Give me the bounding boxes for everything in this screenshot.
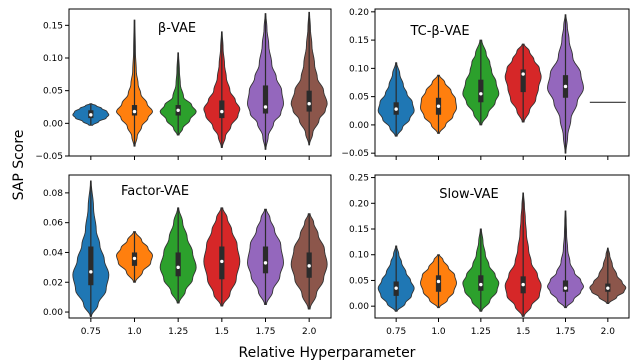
y-tick-label: 0.15 xyxy=(349,225,369,235)
violin-iqr-box xyxy=(88,246,94,286)
y-tick-label: 0.06 xyxy=(43,219,63,229)
y-tick-label: 0.15 xyxy=(349,36,369,46)
y-tick-label: 0.15 xyxy=(43,21,63,31)
y-tick-label: 0.04 xyxy=(43,248,63,258)
y-tick-label: 0.08 xyxy=(43,189,63,199)
axes-frame xyxy=(68,174,332,319)
violin-median xyxy=(220,109,224,114)
y-tick-label: 0.10 xyxy=(349,251,369,261)
x-tick-label: 1.0 xyxy=(431,327,446,337)
y-tick-label: 0.10 xyxy=(349,64,369,74)
y-tick-label: −0.05 xyxy=(341,149,369,159)
x-tick-label: 1.5 xyxy=(516,327,530,337)
violin-median xyxy=(436,104,441,108)
violin-median xyxy=(307,264,311,268)
x-tick-label: 1.0 xyxy=(127,327,142,337)
x-axis-label: Relative Hyperparameter xyxy=(239,345,416,361)
violin-median xyxy=(220,259,224,264)
x-tick-label: 0.75 xyxy=(81,327,101,337)
violin-median xyxy=(563,286,568,290)
violin-iqr-box xyxy=(520,69,526,93)
violin-median xyxy=(176,108,180,112)
panel-1: −0.05 0.00 0.05 0.10 0.15 0.20 TC-β-VAE xyxy=(341,8,630,160)
y-tick-label: 0.05 xyxy=(349,93,369,103)
axes-frame xyxy=(68,8,332,157)
violin-iqr-box xyxy=(435,275,442,292)
y-tick-label: 0.05 xyxy=(349,276,369,286)
violin-iqr-box xyxy=(262,85,269,114)
y-tick-label: 0.00 xyxy=(43,308,63,318)
violin-median xyxy=(132,109,137,114)
violin-median xyxy=(563,84,568,89)
violin-median xyxy=(263,105,268,109)
y-tick-label: 0.05 xyxy=(43,87,63,97)
violin-median xyxy=(176,265,180,270)
axes-frame xyxy=(374,8,630,157)
violin-iqr-box xyxy=(219,100,225,119)
y-tick-label: 0.20 xyxy=(349,199,369,209)
x-tick-label: 0.75 xyxy=(386,327,406,337)
violin-median xyxy=(521,282,525,287)
y-tick-label: −0.05 xyxy=(35,152,63,162)
violin-median xyxy=(479,282,483,287)
y-tick-label: 0.00 xyxy=(349,302,369,312)
violin-iqr-box xyxy=(262,246,269,274)
violin-iqr-box xyxy=(562,280,569,292)
violin-median xyxy=(307,102,311,106)
violin-median xyxy=(479,92,483,96)
y-axis-label: SAP Score xyxy=(11,130,27,201)
panel-title: β-VAE xyxy=(158,21,196,36)
violin-iqr-box xyxy=(306,90,312,112)
x-tick-label: 1.5 xyxy=(215,327,229,337)
y-tick-label: 0.00 xyxy=(349,121,369,131)
y-tick-label: 0.00 xyxy=(43,119,63,129)
violin-median xyxy=(394,286,398,290)
y-tick-label: 0.10 xyxy=(43,54,63,64)
violin-median xyxy=(132,256,137,261)
panel-0: −0.05 0.00 0.05 0.10 0.15 β-VAE xyxy=(35,8,332,162)
x-tick-label: 2.0 xyxy=(302,327,317,337)
violin-median xyxy=(89,270,93,274)
panel-3: 0.00 0.05 0.10 0.15 0.20 0.25 0.75 1.0 1.25 1.5 1.… xyxy=(349,174,630,337)
axes-frame xyxy=(374,174,630,319)
violin-iqr-box xyxy=(478,79,484,103)
violin-median xyxy=(521,72,525,76)
panel-title: Factor-VAE xyxy=(121,184,189,199)
violin-median xyxy=(436,279,441,284)
y-tick-label: 0.25 xyxy=(349,174,369,184)
violin-iqr-box xyxy=(175,252,181,277)
y-tick-label: 0.20 xyxy=(349,8,369,18)
x-tick-label: 2.0 xyxy=(601,327,616,337)
x-tick-label: 1.75 xyxy=(255,327,275,337)
panel-2: 0.00 0.02 0.04 0.06 0.08 0.75 1.0 1.25 1.5 1.75 2.… xyxy=(43,174,332,337)
violin-median xyxy=(89,113,93,117)
x-tick-label: 1.25 xyxy=(471,327,491,337)
x-tick-label: 1.25 xyxy=(168,327,188,337)
panel-title: Slow-VAE xyxy=(439,187,499,202)
x-tick-label: 1.75 xyxy=(555,327,575,337)
violin-median xyxy=(263,261,268,265)
y-tick-label: 0.02 xyxy=(43,278,63,288)
panel-title: TC-β-VAE xyxy=(409,24,469,39)
violin-median xyxy=(606,286,610,290)
violin-median xyxy=(394,107,398,111)
